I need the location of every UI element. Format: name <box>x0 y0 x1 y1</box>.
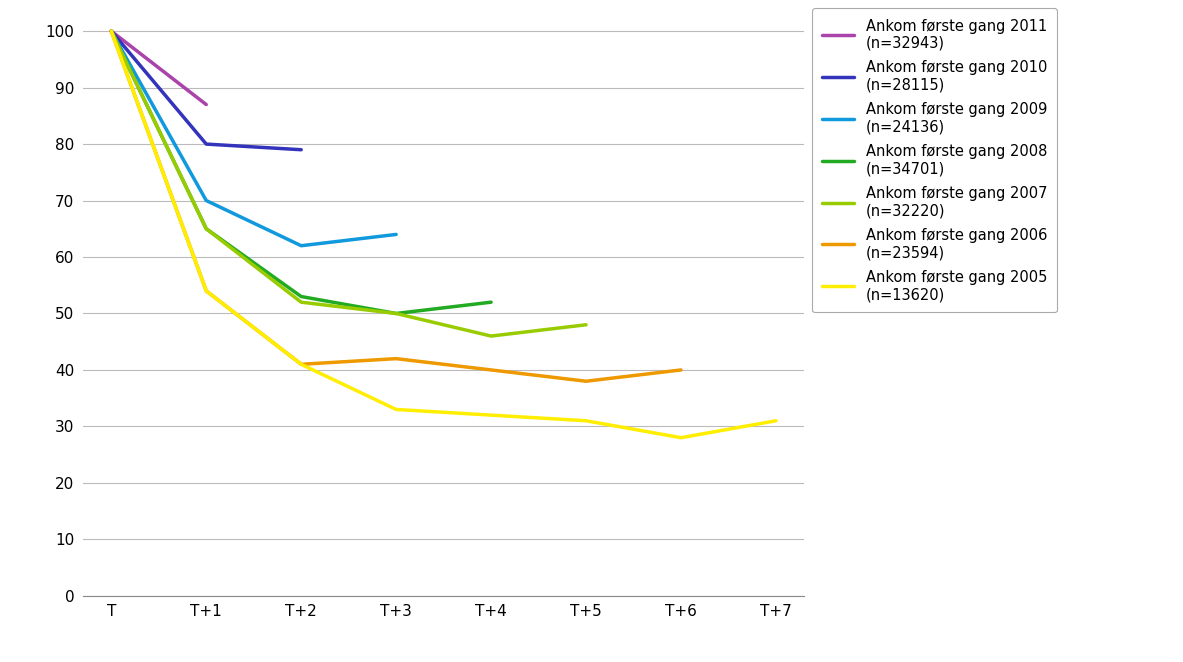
Ankom første gang 2007
(n=32220) <box>389 310 403 318</box>
Ankom første gang 2008
(n=34701) <box>199 225 213 233</box>
Ankom første gang 2005
(n=13620) <box>295 360 309 368</box>
Ankom første gang 2005
(n=13620) <box>578 417 593 425</box>
Ankom første gang 2007
(n=32220) <box>484 332 498 340</box>
Ankom første gang 2005
(n=13620) <box>769 417 783 425</box>
Line: Ankom første gang 2007
(n=32220): Ankom første gang 2007 (n=32220) <box>111 31 586 336</box>
Ankom første gang 2008
(n=34701) <box>484 298 498 306</box>
Ankom første gang 2006
(n=23594) <box>484 366 498 374</box>
Ankom første gang 2009
(n=24136) <box>295 242 309 250</box>
Ankom første gang 2006
(n=23594) <box>578 377 593 385</box>
Ankom første gang 2008
(n=34701) <box>389 310 403 318</box>
Ankom første gang 2005
(n=13620) <box>484 411 498 419</box>
Ankom første gang 2005
(n=13620) <box>104 27 118 35</box>
Line: Ankom første gang 2006
(n=23594): Ankom første gang 2006 (n=23594) <box>111 31 681 381</box>
Ankom første gang 2009
(n=24136) <box>199 197 213 205</box>
Line: Ankom første gang 2005
(n=13620): Ankom første gang 2005 (n=13620) <box>111 31 776 438</box>
Ankom første gang 2007
(n=32220) <box>104 27 118 35</box>
Ankom første gang 2005
(n=13620) <box>199 287 213 295</box>
Ankom første gang 2009
(n=24136) <box>389 230 403 238</box>
Ankom første gang 2010
(n=28115) <box>199 140 213 148</box>
Ankom første gang 2005
(n=13620) <box>674 434 689 442</box>
Ankom første gang 2006
(n=23594) <box>199 287 213 295</box>
Ankom første gang 2006
(n=23594) <box>295 360 309 368</box>
Ankom første gang 2006
(n=23594) <box>674 366 689 374</box>
Ankom første gang 2010
(n=28115) <box>104 27 118 35</box>
Ankom første gang 2006
(n=23594) <box>389 355 403 363</box>
Ankom første gang 2011
(n=32943) <box>104 27 118 35</box>
Ankom første gang 2006
(n=23594) <box>104 27 118 35</box>
Ankom første gang 2009
(n=24136) <box>104 27 118 35</box>
Legend: Ankom første gang 2011
(n=32943), Ankom første gang 2010
(n=28115), Ankom første: Ankom første gang 2011 (n=32943), Ankom … <box>812 9 1058 312</box>
Line: Ankom første gang 2011
(n=32943): Ankom første gang 2011 (n=32943) <box>111 31 206 105</box>
Ankom første gang 2008
(n=34701) <box>295 293 309 301</box>
Line: Ankom første gang 2010
(n=28115): Ankom første gang 2010 (n=28115) <box>111 31 302 150</box>
Ankom første gang 2007
(n=32220) <box>578 321 593 329</box>
Ankom første gang 2008
(n=34701) <box>104 27 118 35</box>
Line: Ankom første gang 2008
(n=34701): Ankom første gang 2008 (n=34701) <box>111 31 491 314</box>
Ankom første gang 2010
(n=28115) <box>295 146 309 154</box>
Ankom første gang 2011
(n=32943) <box>199 101 213 109</box>
Line: Ankom første gang 2009
(n=24136): Ankom første gang 2009 (n=24136) <box>111 31 396 246</box>
Ankom første gang 2005
(n=13620) <box>389 406 403 414</box>
Ankom første gang 2007
(n=32220) <box>199 225 213 233</box>
Ankom første gang 2007
(n=32220) <box>295 298 309 306</box>
